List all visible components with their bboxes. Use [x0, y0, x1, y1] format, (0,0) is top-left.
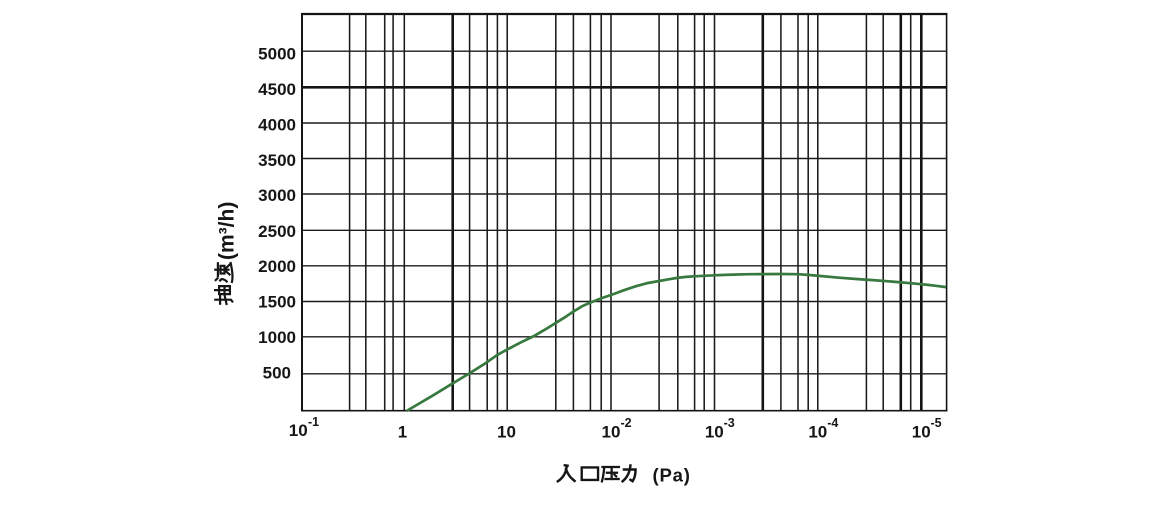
- svg-text:10: 10: [705, 422, 724, 441]
- svg-text:(Pa): (Pa): [653, 465, 691, 486]
- svg-text:2500: 2500: [258, 222, 296, 241]
- svg-text:500: 500: [263, 364, 291, 383]
- svg-text:1500: 1500: [258, 293, 296, 312]
- svg-text:10: 10: [289, 421, 308, 440]
- svg-text:5000: 5000: [258, 44, 296, 63]
- svg-text:3000: 3000: [258, 186, 296, 205]
- svg-text:10: 10: [602, 422, 621, 441]
- svg-text:10: 10: [912, 422, 931, 441]
- svg-text:-5: -5: [931, 416, 942, 430]
- svg-text:10: 10: [497, 422, 516, 441]
- svg-text:4500: 4500: [258, 80, 296, 99]
- svg-text:-1: -1: [308, 415, 319, 429]
- svg-text:10: 10: [808, 422, 827, 441]
- svg-text:2000: 2000: [258, 257, 296, 276]
- svg-text:1: 1: [398, 422, 407, 441]
- svg-text:3500: 3500: [258, 151, 296, 170]
- svg-text:4000: 4000: [258, 115, 296, 134]
- svg-text:-4: -4: [827, 416, 838, 430]
- svg-text:-2: -2: [621, 416, 632, 430]
- svg-text:-3: -3: [724, 416, 735, 430]
- svg-text:1000: 1000: [258, 328, 296, 347]
- svg-text:(m³/h): (m³/h): [216, 202, 239, 260]
